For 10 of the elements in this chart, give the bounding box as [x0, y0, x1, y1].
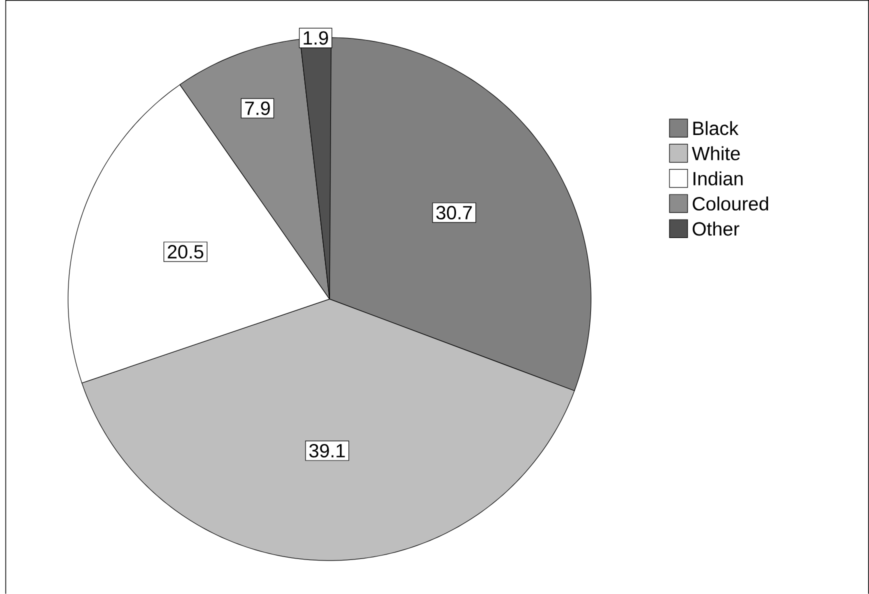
data-label: 20.5 — [168, 244, 204, 258]
legend-label: Coloured — [692, 196, 768, 210]
data-label: 30.7 — [436, 206, 472, 220]
legend-label: Other — [692, 222, 740, 236]
data-label: 7.9 — [245, 101, 270, 115]
legend-label: Black — [693, 121, 739, 136]
data-label: 1.9 — [304, 31, 328, 45]
legend-label: Indian — [694, 171, 743, 186]
legend-label: White — [692, 146, 740, 160]
data-label: 39.1 — [309, 444, 345, 458]
